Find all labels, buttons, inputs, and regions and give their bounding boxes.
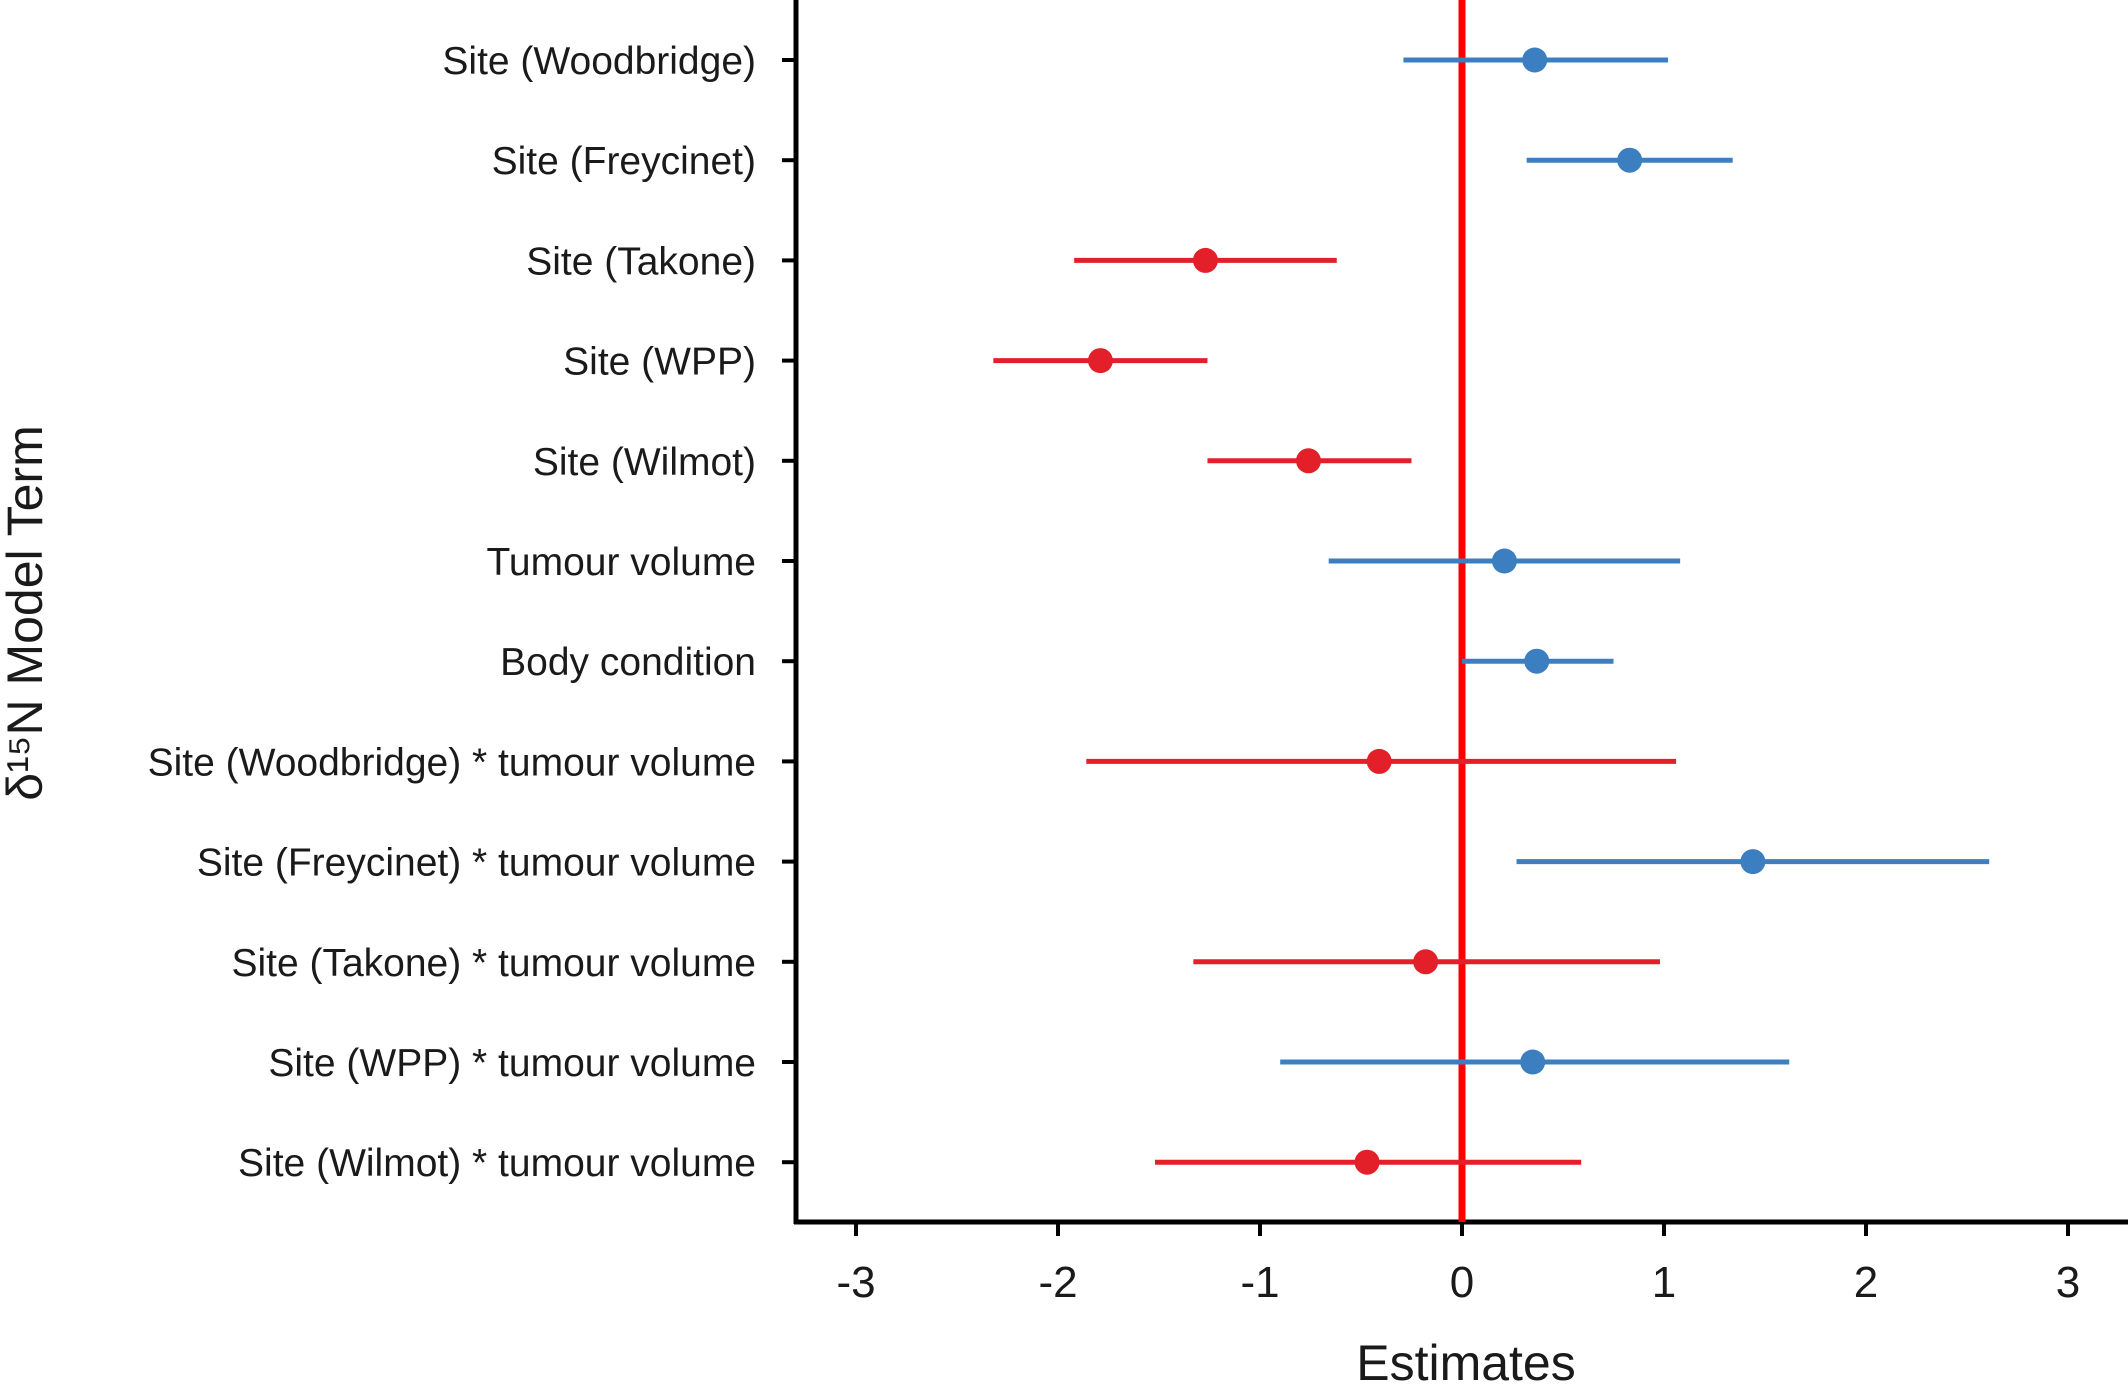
term-label: Site (Freycinet) bbox=[492, 140, 756, 183]
term-label: Site (Takone) * tumour volume bbox=[231, 942, 756, 985]
plot-area: -3 -2 -1 0 1 2 3 Site (Woodbridge) Site (Freycin… bbox=[148, 0, 2128, 1307]
estimate-point bbox=[1087, 348, 1113, 374]
x-tick-label: -3 bbox=[836, 1258, 875, 1307]
term-label: Body condition bbox=[500, 641, 756, 684]
estimate-point bbox=[1524, 648, 1550, 674]
x-axis-title: Estimates bbox=[1356, 1335, 1576, 1386]
estimate-point bbox=[1413, 949, 1439, 975]
estimate-point bbox=[1740, 849, 1766, 875]
estimate-point bbox=[1617, 147, 1643, 173]
x-tick-label: 3 bbox=[2056, 1258, 2080, 1307]
x-tick-label: 2 bbox=[1854, 1258, 1878, 1307]
term-label: Site (Wilmot) * tumour volume bbox=[238, 1142, 756, 1185]
estimate-point bbox=[1491, 548, 1517, 574]
estimate-point bbox=[1520, 1049, 1546, 1075]
x-tick-label: -2 bbox=[1038, 1258, 1077, 1307]
term-label: Site (Freycinet) * tumour volume bbox=[197, 842, 756, 885]
x-tick-label: 1 bbox=[1652, 1258, 1676, 1307]
x-tick-label: -1 bbox=[1240, 1258, 1279, 1307]
y-axis-title: δ¹⁵N Model Term bbox=[0, 425, 53, 801]
estimate-point bbox=[1295, 448, 1321, 474]
x-tick-label: 0 bbox=[1450, 1258, 1474, 1307]
estimate-point bbox=[1522, 47, 1548, 73]
term-label: Site (Takone) bbox=[526, 240, 756, 283]
term-label: Site (Woodbridge) bbox=[442, 40, 756, 83]
estimate-point bbox=[1192, 247, 1218, 273]
estimate-point bbox=[1354, 1149, 1380, 1175]
estimate-point bbox=[1366, 748, 1392, 774]
term-label: Site (Wilmot) bbox=[533, 441, 756, 484]
term-label: Site (WPP) * tumour volume bbox=[268, 1042, 756, 1085]
term-label: Site (Woodbridge) * tumour volume bbox=[148, 741, 756, 784]
term-label: Site (WPP) bbox=[563, 341, 756, 384]
term-label: Tumour volume bbox=[487, 541, 756, 584]
